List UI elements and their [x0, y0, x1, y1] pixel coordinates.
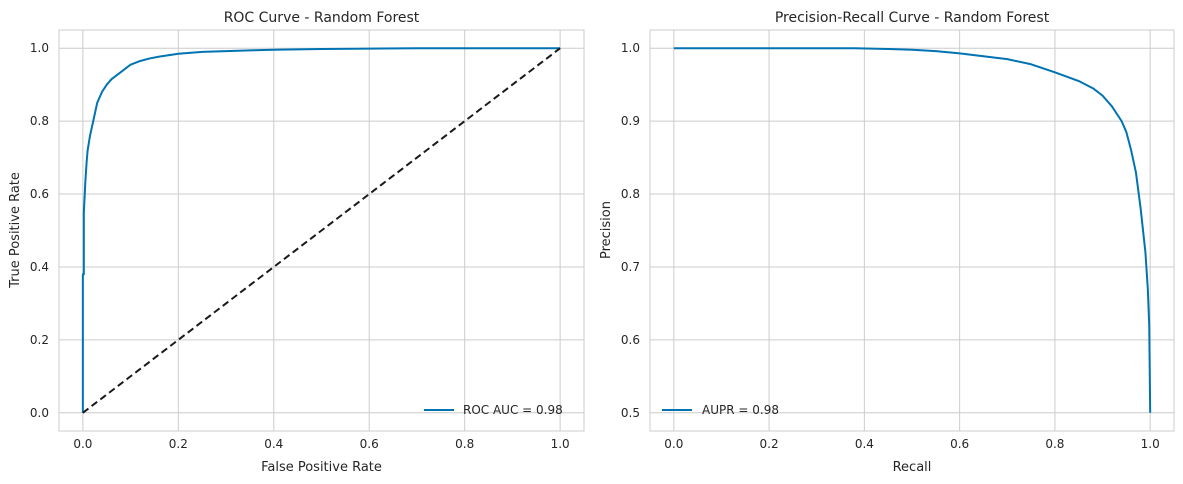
roc-x-tick-label: 0.8 — [455, 437, 474, 451]
pr-curve-line — [673, 47, 1152, 413]
pr-legend: AUPR = 0.98 — [662, 403, 779, 417]
roc-reference-line — [82, 47, 561, 414]
roc-y-tick-label: 0.0 — [30, 406, 49, 420]
pr-y-ticks: 0.5 0.6 0.7 0.8 0.9 1.0 — [621, 41, 640, 420]
roc-y-tick-label: 0.4 — [30, 260, 49, 274]
roc-x-tick-label: 0.0 — [73, 437, 92, 451]
roc-x-tick-label: 1.0 — [551, 437, 570, 451]
pr-x-tick-label: 0.6 — [950, 437, 969, 451]
roc-legend-label: ROC AUC = 0.98 — [463, 403, 563, 417]
roc-y-ticks: 0.0 0.2 0.4 0.6 0.8 1.0 — [30, 41, 49, 420]
pr-y-tick-label: 1.0 — [621, 41, 640, 55]
roc-y-tick-label: 0.2 — [30, 333, 49, 347]
pr-title: Precision-Recall Curve - Random Forest — [775, 10, 1050, 26]
pr-y-tick-label: 0.7 — [621, 260, 640, 274]
pr-x-tick-label: 0.8 — [1045, 437, 1064, 451]
roc-x-ticks: 0.0 0.2 0.4 0.6 0.8 1.0 — [73, 437, 569, 451]
pr-x-tick-label: 0.2 — [760, 437, 779, 451]
roc-x-tick-label: 0.6 — [360, 437, 379, 451]
pr-x-tick-label: 1.0 — [1141, 437, 1160, 451]
roc-title: ROC Curve - Random Forest — [224, 10, 420, 26]
pr-x-axis-label: Recall — [893, 460, 932, 475]
pr-x-tick-label: 0.0 — [664, 437, 683, 451]
pr-plot-area — [649, 29, 1175, 432]
pr-x-ticks: 0.0 0.2 0.4 0.6 0.8 1.0 — [664, 437, 1159, 451]
roc-subplot: ROC Curve - Random Forest False Positive… — [8, 10, 585, 475]
roc-x-tick-label: 0.4 — [264, 437, 283, 451]
roc-series — [81, 47, 561, 414]
pr-y-tick-label: 0.6 — [621, 333, 640, 347]
pr-x-tick-label: 0.4 — [855, 437, 874, 451]
roc-y-tick-label: 1.0 — [30, 41, 49, 55]
roc-legend: ROC AUC = 0.98 — [424, 403, 563, 417]
roc-x-axis-label: False Positive Rate — [261, 460, 382, 475]
roc-y-tick-label: 0.8 — [30, 114, 49, 128]
pr-series — [673, 47, 1152, 413]
roc-curve-line — [81, 47, 561, 413]
roc-x-tick-label: 0.2 — [169, 437, 188, 451]
pr-legend-label: AUPR = 0.98 — [702, 403, 779, 417]
roc-y-tick-label: 0.6 — [30, 187, 49, 201]
pr-y-tick-label: 0.8 — [621, 187, 640, 201]
pr-y-tick-label: 0.5 — [621, 406, 640, 420]
pr-y-tick-label: 0.9 — [621, 114, 640, 128]
roc-y-axis-label: True Positive Rate — [8, 172, 23, 289]
pr-y-axis-label: Precision — [599, 201, 614, 259]
pr-subplot: Precision-Recall Curve - Random Forest R… — [599, 10, 1175, 475]
